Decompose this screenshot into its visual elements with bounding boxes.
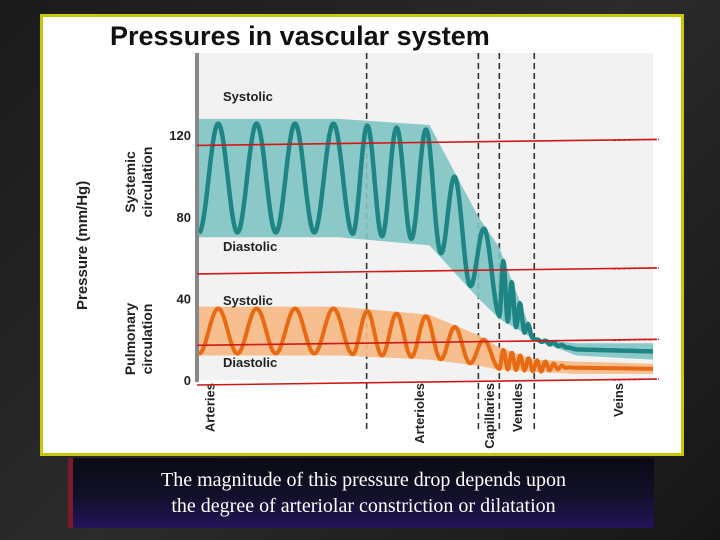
annotation-line <box>196 138 658 147</box>
caption-line-2: the degree of arteriolar constriction or… <box>171 495 556 517</box>
annotation-line <box>196 267 658 275</box>
y-tick-label: 120 <box>169 128 191 143</box>
category-label: Veins <box>611 383 626 417</box>
y-tick-label: 40 <box>177 291 191 306</box>
series-line-pulmonary <box>197 306 655 374</box>
curve-label-pulmonary-diastolic: Diastolic <box>223 355 277 370</box>
chart-title: Pressures in vascular system <box>110 21 490 51</box>
y-axis-label: Pressure (mm/Hg) <box>74 181 91 310</box>
annotation-line-dash <box>612 338 660 342</box>
group-label-systemic: Systemiccirculation <box>122 147 155 218</box>
series-band-systemic <box>199 118 653 360</box>
annotation-line <box>196 378 658 386</box>
plot-area: 0 40 80 120 Arteries Arterioles Capillaries Ven… <box>169 53 660 449</box>
category-label: Venules <box>510 383 525 432</box>
annotation-line-dash <box>612 267 660 270</box>
y-tick-label: 80 <box>177 210 191 225</box>
series-band-pulmonary <box>199 306 653 374</box>
category-label: Arterioles <box>412 383 427 444</box>
group-label-pulmonary: Pulmonarycirculation <box>122 303 155 376</box>
category-label: Arteries <box>202 383 217 432</box>
figure-panel: Pressures in vascular system Pressure (m… <box>40 14 684 456</box>
annotation-line-dash <box>612 138 660 142</box>
annotation-line <box>196 338 658 347</box>
pressure-chart: Pressures in vascular system Pressure (m… <box>74 21 660 449</box>
annotation-line-dash <box>612 378 660 381</box>
y-axis-line <box>195 53 199 382</box>
curve-label-pulmonary-systolic: Systolic <box>223 293 273 308</box>
series-line-systemic <box>197 121 655 354</box>
curve-label-systemic-systolic: Systolic <box>223 89 273 104</box>
caption-line-1: The magnitude of this pressure drop depe… <box>161 469 566 491</box>
curve-label-systemic-diastolic: Diastolic <box>223 239 277 254</box>
category-label: Capillaries <box>482 383 497 449</box>
y-tick-label: 0 <box>184 373 191 388</box>
caption-box: The magnitude of this pressure drop depe… <box>68 458 654 528</box>
